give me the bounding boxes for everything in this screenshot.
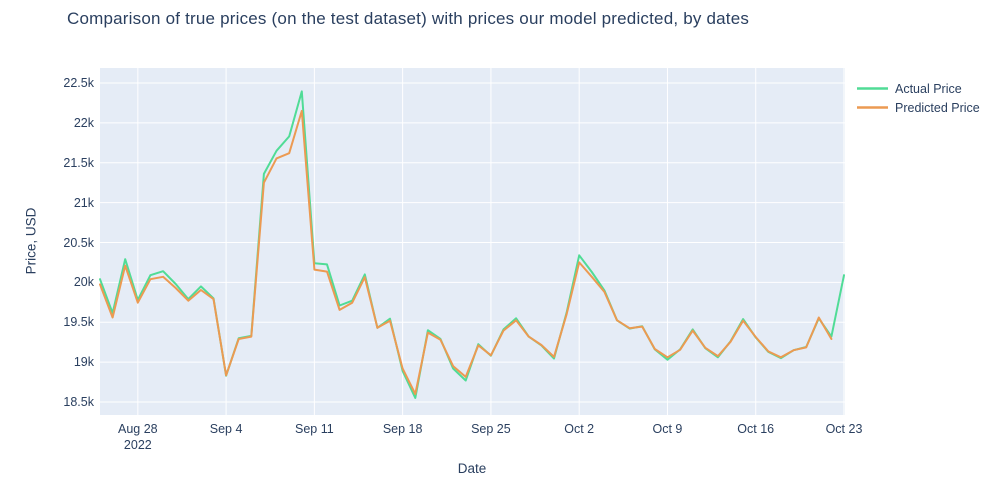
x-tick-year-label: 2022 xyxy=(123,438,152,452)
y-tick-label: 22k xyxy=(73,115,94,130)
legend: Actual Price Predicted Price xyxy=(856,79,980,117)
y-axis-title: Price, USD xyxy=(23,207,39,275)
x-tick-label: Oct 2 xyxy=(564,422,595,436)
y-tick-label: 20k xyxy=(73,275,94,290)
x-tick-label: Sep 11 xyxy=(295,422,334,436)
predicted-price-line-swatch-icon xyxy=(857,106,888,109)
chart-title: Comparison of true prices (on the test d… xyxy=(67,9,750,28)
legend-item-predicted-price[interactable]: Predicted Price xyxy=(856,98,980,117)
y-tick-label: 19k xyxy=(73,355,94,370)
x-tick-label: Oct 23 xyxy=(825,422,863,436)
legend-label-actual-price: Actual Price xyxy=(895,81,962,96)
y-tick-label: 19.5k xyxy=(63,315,94,330)
y-tick-label: 21k xyxy=(73,195,94,210)
x-tick-label: Sep 25 xyxy=(471,422,511,436)
y-tick-label: 18.5k xyxy=(63,395,94,409)
x-tick-label: Sep 18 xyxy=(382,422,423,436)
y-tick-label: 20.5k xyxy=(63,235,94,250)
x-tick-label: Oct 16 xyxy=(737,422,775,436)
legend-label-predicted-price: Predicted Price xyxy=(895,100,980,115)
legend-item-actual-price[interactable]: Actual Price xyxy=(856,79,980,98)
x-tick-label: Aug 28 2022 xyxy=(118,422,158,452)
x-axis-title: Date xyxy=(457,461,487,476)
predicted-price-line xyxy=(99,109,833,395)
y-tick-label: 21.5k xyxy=(63,155,94,170)
plot-background xyxy=(100,68,845,415)
y-tick-label: 22.5k xyxy=(63,76,94,90)
actual-price-line-swatch-icon xyxy=(857,87,888,90)
x-tick-label: Oct 9 xyxy=(652,422,683,436)
x-tick-label: Sep 4 xyxy=(209,422,243,436)
